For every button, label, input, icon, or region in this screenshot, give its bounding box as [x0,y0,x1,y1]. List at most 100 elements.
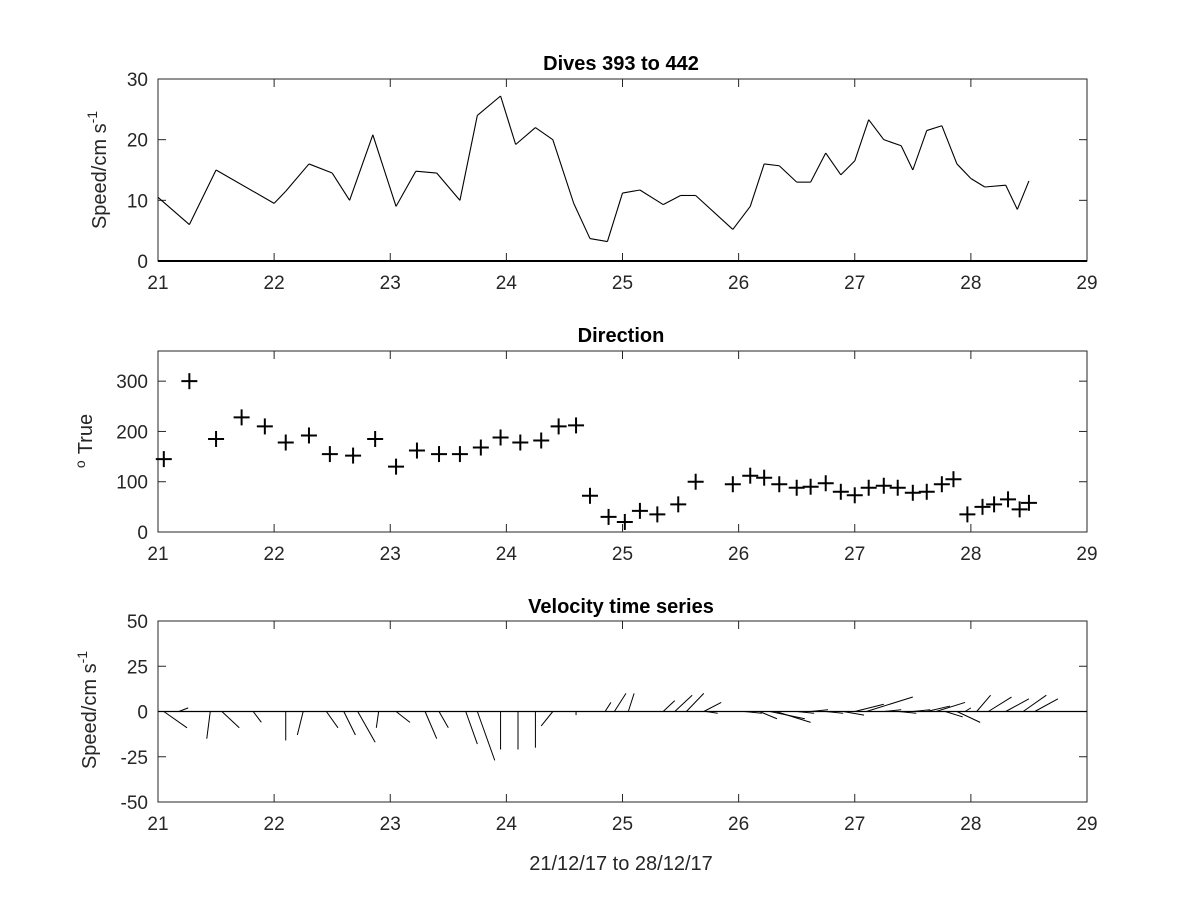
direction-marker [889,479,906,496]
x-tick-label: 27 [844,273,865,294]
direction-marker [986,496,1003,513]
velocity-stick [325,711,339,729]
speed-line-segment [436,172,461,201]
direction-marker [277,434,294,451]
velocity-stick [604,702,612,712]
velocity-stick [945,711,963,718]
direction-marker [492,429,509,446]
direction-marker [408,442,425,459]
x-tick-label: 21 [147,544,168,565]
speed-line-segment [854,119,870,162]
direction-marker [616,513,633,530]
y-tick-label: 0 [137,703,148,724]
x-tick-label: 22 [264,544,285,565]
speed-line-segment [749,163,765,207]
direction-marker [550,418,567,435]
velocity-stick [465,711,478,745]
direction-marker [974,498,991,515]
velocity-stick [926,705,951,712]
direction-marker [918,483,935,500]
velocity-panel: Velocity time series Speed/cm s-1 21/12/… [74,596,1098,875]
y-axis-label: Speed/cm s-1 [74,651,101,769]
svg-text:Speed/cm s-1: Speed/cm s-1 [84,111,111,229]
y-tick-label: -25 [121,748,148,769]
velocity-stick [613,693,627,712]
direction-marker [649,506,666,523]
speed-line-segment [515,127,536,145]
velocity-stick [775,711,811,723]
velocity-stick [252,711,262,723]
speed-panel: Dives 393 to 442 Speed/cm s-1 21 22 23 24 25… [84,53,1098,294]
y-axis-label-text: Speed/cm s [89,123,111,229]
speed-line-segment [459,115,478,201]
direction-marker [181,373,198,390]
direction-marker [600,508,617,525]
direction-marker [581,487,598,504]
direction-marker [756,469,773,486]
direction-marker [687,473,704,490]
x-tick-label: 28 [960,544,981,565]
y-tick-label: 300 [116,372,148,393]
x-tick-label: 27 [844,544,865,565]
velocity-stick [221,711,240,729]
direction-marker [1011,501,1028,518]
axes-box [157,78,1088,262]
x-tick-label: 23 [380,544,401,565]
speed-line-segment [984,184,1006,188]
y-axis-label-prefix: o [72,460,88,468]
velocity-stick [1005,698,1030,712]
velocity-stick [912,709,931,712]
direction-panel: Direction o True 21 22 23 24 25 26 27 28 29 0 100 20… [72,325,1098,565]
panel-title: Direction [578,325,665,347]
y-axis-label: Speed/cm s-1 [84,111,111,229]
speed-line-segment [606,192,624,242]
speed-line-segment [883,139,902,147]
velocity-stick [810,709,829,712]
velocity-stick [703,702,722,712]
velocity-stick [540,711,554,727]
speed-line-segment [573,203,591,239]
speed-line-segment [589,238,608,243]
x-axis-label: 21/12/17 to 28/12/17 [529,853,713,875]
velocity-stick [662,700,676,712]
panel-title: Dives 393 to 442 [543,53,699,75]
x-tick-label: 28 [960,814,981,835]
speed-line-segment [970,178,986,188]
direction-marker [155,451,172,468]
x-tick-label: 26 [728,814,749,835]
direction-marker [631,502,648,519]
direction-marker [1000,491,1017,508]
direction-marker [345,447,362,464]
direction-marker [802,478,819,495]
speed-line-segment [840,160,856,176]
speed-line-segment [372,134,397,207]
direction-marker [472,439,489,456]
x-tick-label: 24 [496,814,518,835]
x-tick-label: 26 [728,273,749,294]
direction-marker [788,479,805,496]
y-tick-label: 25 [127,657,148,678]
speed-line-segment [415,170,437,174]
velocity-stick [843,711,865,716]
x-tick-label: 22 [264,814,285,835]
direction-marker [945,471,962,488]
speed-line-segment [810,152,827,183]
y-tick-label: -50 [121,793,148,814]
velocity-stick [744,711,762,714]
x-tick-label: 25 [612,273,633,294]
speed-line-segment [926,125,943,132]
speed-line-segment [535,127,554,141]
y-tick-label: 10 [127,191,148,212]
speed-line-segment [764,163,780,167]
speed-line-segment [349,134,374,201]
velocity-stick [178,707,189,712]
velocity-stick [357,711,376,743]
speed-line-segment [956,163,972,179]
velocity-stick [964,707,972,712]
velocity-stick [759,711,778,720]
y-tick-label: 0 [137,252,148,273]
direction-marker [256,418,273,435]
direction-marker [904,484,921,501]
velocity-stick [686,693,705,712]
velocity-stick [1034,698,1059,712]
